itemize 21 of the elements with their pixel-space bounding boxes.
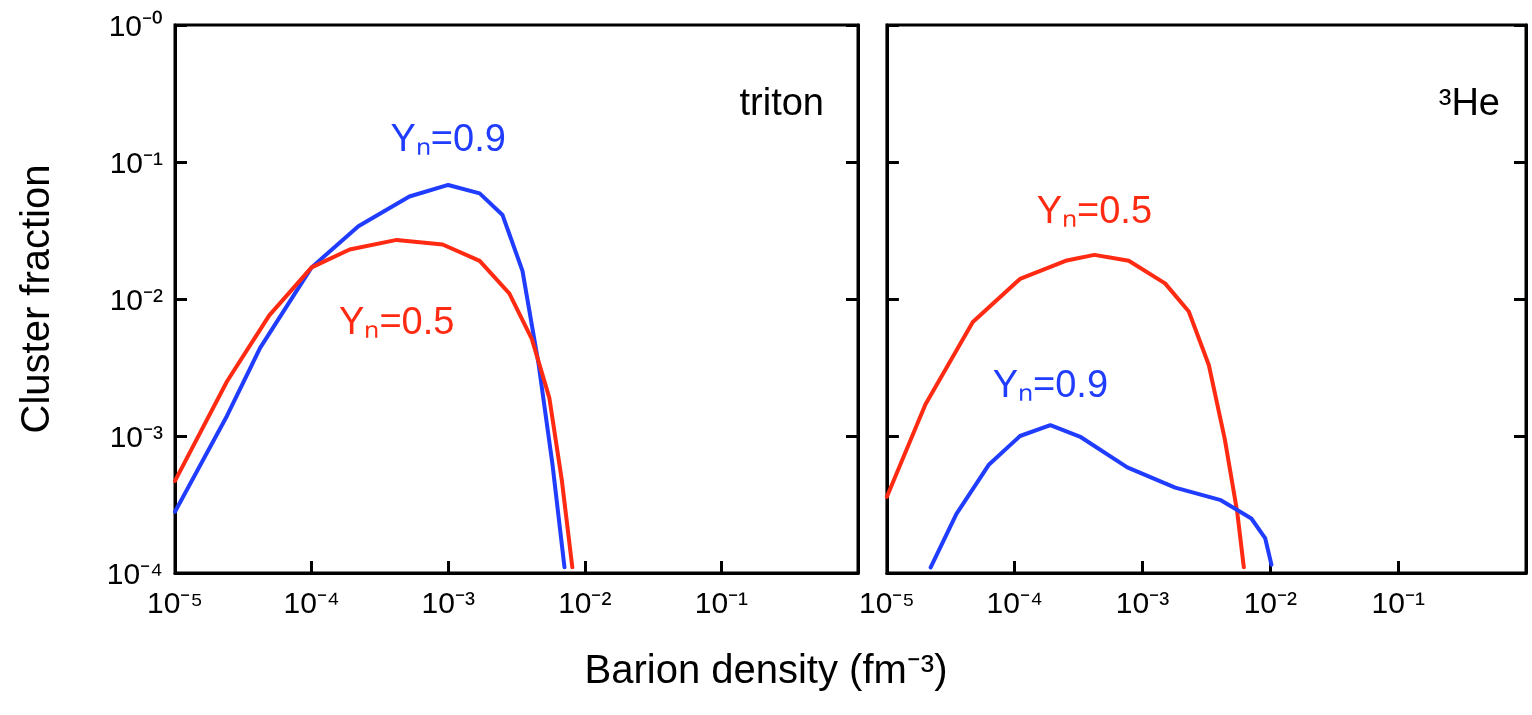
x-tick-label: 10⁻¹ [694, 585, 749, 619]
y-tick-label: 10⁻² [109, 282, 164, 316]
x-axis-title: Barion density (fm⁻³) [583, 646, 949, 693]
series-label: Yₙ=0.9 [390, 116, 506, 159]
series-label: Yₙ=0.9 [992, 363, 1109, 406]
series-label: Yₙ=0.5 [339, 299, 455, 342]
x-tick-label: 10⁻⁵ [859, 585, 915, 619]
x-tick-label: 10⁻⁴ [986, 585, 1043, 619]
x-tick-label: 10⁻² [1243, 585, 1298, 619]
y-tick-label: 10⁻⁰ [108, 8, 163, 42]
y-tick-label: 10⁻³ [109, 419, 164, 453]
x-tick-label: 10⁻⁴ [283, 585, 340, 619]
annotation: ³He [1438, 81, 1500, 123]
x-tick-label: 10⁻³ [1115, 585, 1170, 619]
x-tick-label: 10⁻² [558, 585, 612, 619]
x-tick-label: 10⁻³ [421, 585, 475, 619]
y-tick-label: 10⁻¹ [109, 145, 164, 179]
annotation: triton [739, 81, 824, 123]
series-label: Yₙ=0.5 [1036, 188, 1153, 231]
x-tick-label: 10⁻¹ [1371, 585, 1425, 619]
y-axis-title: Cluster fraction [13, 164, 57, 434]
